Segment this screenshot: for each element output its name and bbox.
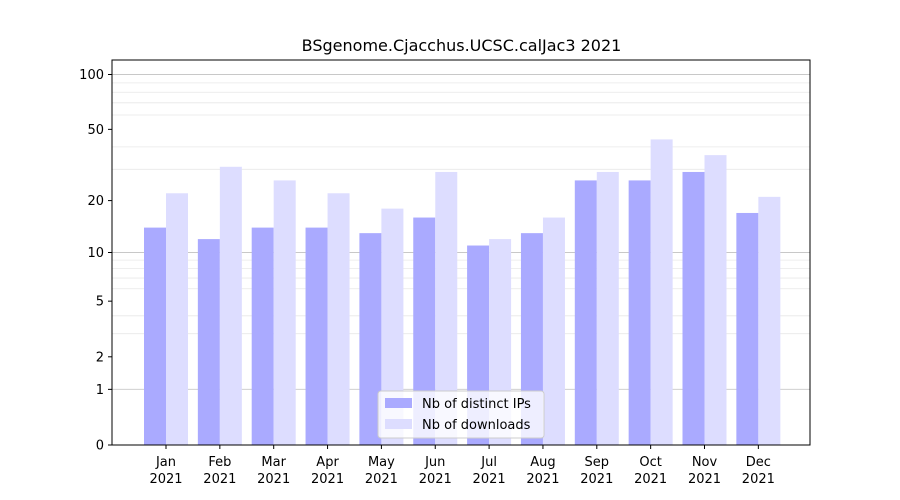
x-tick-label-year: 2021: [257, 472, 290, 487]
bar-downloads: [758, 196, 781, 445]
x-tick-label-year: 2021: [634, 472, 667, 487]
y-tick-label: 0: [96, 439, 104, 454]
bar-distinct-ips: [413, 217, 436, 445]
bar-distinct-ips: [574, 180, 597, 446]
bar-distinct-ips: [736, 212, 759, 445]
bar-downloads: [273, 180, 296, 446]
bar-distinct-ips: [251, 227, 274, 445]
bar-distinct-ips: [144, 227, 166, 445]
x-tick-label-month: Feb: [208, 455, 231, 470]
bar-downloads: [327, 193, 350, 445]
legend-label-ips: Nb of distinct IPs: [422, 397, 531, 412]
legend-box: [377, 390, 545, 439]
y-tick-label: 10: [87, 246, 104, 261]
bar-downloads: [596, 171, 619, 445]
bar-downloads: [219, 166, 242, 446]
y-tick-label: 50: [87, 123, 104, 138]
x-tick-label-year: 2021: [419, 472, 452, 487]
x-tick-label-year: 2021: [311, 472, 344, 487]
y-tick-label: 20: [87, 194, 104, 209]
x-tick-label-year: 2021: [688, 472, 721, 487]
x-tick-label-year: 2021: [203, 472, 236, 487]
x-tick-label-month: May: [368, 455, 395, 470]
y-tick-label: 2: [96, 350, 104, 365]
bar-downloads: [381, 208, 404, 445]
x-tick-label-month: Mar: [261, 455, 286, 470]
x-tick-label-month: Apr: [316, 455, 339, 470]
bar-distinct-ips: [682, 171, 705, 445]
bar-downloads: [542, 217, 565, 445]
y-tick-label: 1: [96, 383, 104, 398]
x-tick-label-month: Sep: [585, 455, 610, 470]
x-tick-label-year: 2021: [526, 472, 559, 487]
bar-downloads: [650, 139, 673, 445]
x-tick-label-year: 2021: [473, 472, 506, 487]
x-tick-label-year: 2021: [149, 472, 182, 487]
bar-downloads: [704, 155, 727, 446]
legend-swatch-downloads: [385, 419, 412, 429]
x-tick-label-month: Oct: [639, 455, 661, 470]
y-axis: 0 1 2 5 10 20 50 100: [79, 68, 112, 454]
bar-distinct-ips: [197, 239, 220, 445]
x-axis: Jan 2021 Feb 2021 Mar 2021 Apr 2021 May 2021 Jun 20…: [149, 445, 775, 487]
x-tick-label-month: Jun: [424, 455, 445, 470]
legend-label-downloads: Nb of downloads: [422, 418, 531, 433]
y-tick-label: 5: [96, 295, 104, 310]
bar-downloads: [166, 193, 188, 445]
bar-distinct-ips: [305, 227, 328, 445]
chart-title: BSgenome.Cjacchus.UCSC.calJac3 2021: [302, 36, 622, 55]
x-tick-label-month: Dec: [746, 455, 771, 470]
x-tick-label-year: 2021: [580, 472, 613, 487]
x-tick-label-year: 2021: [742, 472, 775, 487]
bars-layer: [144, 139, 781, 446]
bar-distinct-ips: [359, 233, 382, 445]
y-tick-label: 100: [79, 68, 104, 83]
x-tick-label-month: Nov: [692, 455, 718, 470]
legend: Nb of distinct IPs Nb of downloads: [377, 390, 545, 439]
bar-downloads: [435, 171, 458, 445]
legend-swatch-ips: [385, 398, 412, 408]
bar-distinct-ips: [628, 180, 651, 446]
x-tick-label-year: 2021: [365, 472, 398, 487]
x-tick-label-month: Jan: [155, 455, 176, 470]
x-tick-label-month: Aug: [530, 455, 555, 470]
x-tick-label-month: Jul: [480, 455, 497, 470]
